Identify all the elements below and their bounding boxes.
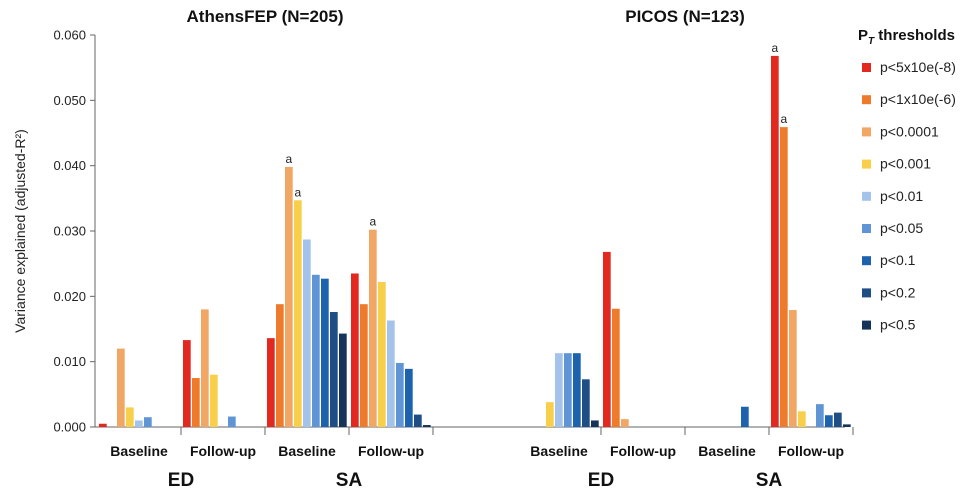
y-tick-label: 0.040 bbox=[53, 158, 86, 173]
legend-swatch bbox=[862, 320, 871, 330]
significance-annotation: a bbox=[295, 185, 302, 199]
legend-swatch bbox=[862, 224, 871, 233]
bar bbox=[591, 420, 599, 427]
bar bbox=[321, 278, 329, 427]
bar bbox=[294, 200, 302, 427]
legend-title: PT thresholds bbox=[858, 27, 955, 47]
bar bbox=[339, 333, 347, 427]
bar bbox=[126, 407, 134, 427]
legend: PT thresholds p<5x10e(-8) p<1x10e(-6) p<0.0… bbox=[858, 27, 956, 333]
significance-annotation: a bbox=[370, 215, 377, 229]
bar bbox=[267, 338, 275, 427]
bars bbox=[99, 55, 851, 428]
legend-swatch bbox=[862, 191, 871, 201]
bar bbox=[414, 414, 422, 427]
legend-item-label: p<5x10e(-8) bbox=[880, 59, 956, 75]
legend-swatch bbox=[862, 256, 871, 266]
time-point-label: Follow-up bbox=[778, 443, 844, 459]
group-label: SA bbox=[336, 470, 363, 491]
legend-item-label: p<0.05 bbox=[880, 220, 923, 236]
time-point-label: Follow-up bbox=[190, 443, 256, 459]
time-point-label: Baseline bbox=[278, 443, 336, 459]
legend-swatch bbox=[862, 127, 871, 137]
legend-swatch bbox=[862, 63, 871, 72]
bar bbox=[303, 239, 311, 427]
group-label: ED bbox=[588, 470, 614, 491]
bar bbox=[546, 402, 554, 427]
y-tick-label: 0.050 bbox=[53, 93, 86, 108]
bar bbox=[843, 424, 851, 427]
bar bbox=[99, 423, 107, 427]
time-point-label: Follow-up bbox=[610, 443, 676, 459]
panel-title: PICOS (N=123) bbox=[625, 7, 745, 26]
bar bbox=[210, 374, 218, 427]
bar bbox=[612, 308, 620, 427]
bar bbox=[423, 425, 431, 427]
bar bbox=[789, 310, 797, 427]
bar bbox=[183, 340, 191, 427]
y-tick-label: 0.060 bbox=[53, 28, 86, 43]
bar bbox=[573, 353, 581, 427]
significance-annotation: a bbox=[772, 41, 779, 55]
time-point-label: Follow-up bbox=[358, 443, 424, 459]
legend-swatch bbox=[862, 288, 871, 298]
group-label: SA bbox=[756, 470, 783, 491]
y-tick-label: 0.030 bbox=[53, 224, 86, 239]
bar bbox=[564, 353, 572, 427]
bar bbox=[117, 348, 125, 427]
bar bbox=[780, 127, 788, 428]
bar bbox=[369, 229, 377, 427]
bar bbox=[798, 411, 806, 427]
significance-annotation: a bbox=[286, 152, 293, 166]
bar bbox=[816, 404, 824, 427]
bar bbox=[360, 304, 368, 427]
bar bbox=[834, 412, 842, 427]
significance-annotation: a bbox=[781, 112, 788, 126]
y-tick-label: 0.020 bbox=[53, 289, 86, 304]
bar bbox=[144, 417, 152, 427]
legend-item-label: p<0.01 bbox=[880, 188, 923, 204]
bar bbox=[405, 368, 413, 427]
axes: 0.000 0.010 0.020 0.030 0.040 0.050 0.060 Varia… bbox=[12, 28, 854, 435]
y-axis-label: Variance explained (adjusted-R²) bbox=[12, 129, 28, 333]
time-point-label: Baseline bbox=[110, 443, 168, 459]
bar bbox=[378, 281, 386, 427]
bar bbox=[396, 362, 404, 427]
y-tick-label: 0.010 bbox=[53, 354, 86, 369]
bar bbox=[351, 273, 359, 427]
bar bbox=[555, 353, 563, 427]
legend-item-label: p<0.0001 bbox=[880, 123, 939, 139]
bar bbox=[741, 406, 749, 427]
time-point-label: Baseline bbox=[530, 443, 588, 459]
legend-item-label: p<0.2 bbox=[880, 284, 916, 300]
bar bbox=[771, 55, 779, 427]
legend-item-label: p<0.1 bbox=[880, 252, 916, 268]
y-tick-label: 0.000 bbox=[53, 420, 86, 435]
bar bbox=[276, 304, 284, 427]
panel-title: AthensFEP (N=205) bbox=[187, 7, 344, 26]
legend-item-label: p<0.5 bbox=[880, 317, 916, 333]
bar bbox=[135, 420, 143, 427]
time-point-label: Baseline bbox=[698, 443, 756, 459]
group-label: ED bbox=[168, 470, 194, 491]
legend-item-label: p<0.001 bbox=[880, 156, 931, 172]
bar bbox=[603, 251, 611, 427]
bar bbox=[201, 309, 209, 427]
legend-item-label: p<1x10e(-6) bbox=[880, 91, 956, 107]
bar bbox=[387, 320, 395, 427]
bar bbox=[192, 378, 200, 427]
bar bbox=[330, 312, 338, 427]
legend-swatch bbox=[862, 95, 871, 105]
bar bbox=[312, 274, 320, 427]
bar bbox=[825, 415, 833, 427]
bar bbox=[228, 416, 236, 427]
bar bbox=[621, 419, 629, 427]
bar bbox=[285, 166, 293, 427]
legend-swatch bbox=[862, 159, 871, 169]
bar bbox=[582, 379, 590, 427]
